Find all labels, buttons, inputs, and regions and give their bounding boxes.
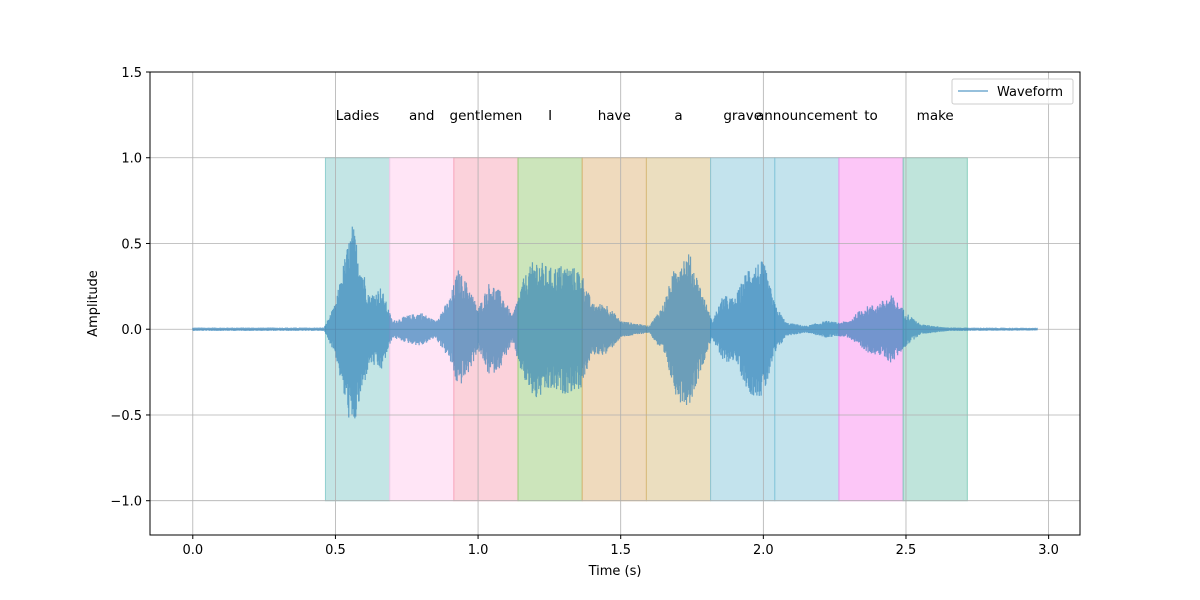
y-tick-label: 0.0 [121, 323, 142, 338]
y-tick-label: 0.5 [121, 237, 142, 252]
x-tick-label: 1.5 [610, 543, 631, 558]
y-tick-label: 1.5 [121, 66, 142, 81]
x-tick-label: 2.5 [896, 543, 917, 558]
x-tick-label: 0.0 [182, 543, 203, 558]
legend-entry-waveform: Waveform [997, 85, 1063, 100]
x-tick-label: 1.0 [468, 543, 489, 558]
axis-ticks: 0.0 0.5 1.0 1.5 2.0 2.5 3.0 −1.0 −0.5 0.0 0.5 1.0 1.… [110, 66, 1059, 558]
word-label-have: have [598, 108, 631, 124]
word-label-a: a [674, 108, 682, 124]
waveform-line [192, 226, 1038, 419]
x-tick-label: 2.0 [753, 543, 774, 558]
y-tick-label: −1.0 [110, 495, 142, 510]
y-tick-label: 1.0 [121, 152, 142, 167]
y-axis-label: Amplitude [86, 270, 101, 337]
x-axis-label: Time (s) [588, 564, 642, 579]
legend: Waveform [951, 78, 1074, 105]
word-label-grave: grave [723, 108, 762, 124]
word-label-make: make [917, 108, 954, 124]
word-label-and: and [409, 108, 434, 124]
legend-box [951, 78, 1074, 105]
word-label-announcement: announcement [756, 108, 858, 124]
x-tick-label: 0.5 [325, 543, 346, 558]
word-label-gentlemen: gentlemen [450, 108, 523, 124]
y-tick-label: −0.5 [110, 409, 142, 424]
word-label-i: I [548, 108, 552, 124]
plot-frame [149, 71, 1081, 536]
word-label-to: to [864, 108, 878, 124]
x-tick-label: 3.0 [1038, 543, 1059, 558]
word-label-ladies: Ladies [336, 108, 379, 124]
waveform-series [192, 226, 1038, 419]
